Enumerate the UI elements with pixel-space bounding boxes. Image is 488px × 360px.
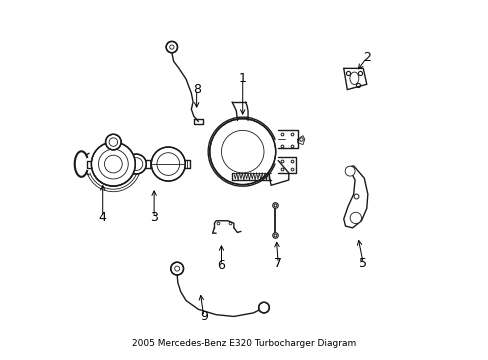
- Circle shape: [258, 302, 269, 313]
- Text: 3: 3: [150, 211, 158, 224]
- Text: 7: 7: [274, 257, 282, 270]
- Text: 1: 1: [238, 72, 246, 85]
- Circle shape: [105, 134, 121, 150]
- Circle shape: [349, 212, 361, 224]
- Circle shape: [170, 262, 183, 275]
- Text: 4: 4: [99, 211, 106, 224]
- Circle shape: [126, 154, 146, 174]
- Circle shape: [345, 166, 354, 176]
- Text: 5: 5: [359, 257, 366, 270]
- Circle shape: [209, 119, 275, 185]
- Text: 9: 9: [200, 310, 207, 323]
- Circle shape: [166, 41, 177, 53]
- Circle shape: [91, 142, 135, 186]
- Text: 2: 2: [362, 51, 370, 64]
- Text: 6: 6: [217, 258, 225, 271]
- Text: 2005 Mercedes-Benz E320 Turbocharger Diagram: 2005 Mercedes-Benz E320 Turbocharger Dia…: [132, 339, 356, 348]
- Circle shape: [151, 147, 185, 181]
- Text: 8: 8: [192, 83, 200, 96]
